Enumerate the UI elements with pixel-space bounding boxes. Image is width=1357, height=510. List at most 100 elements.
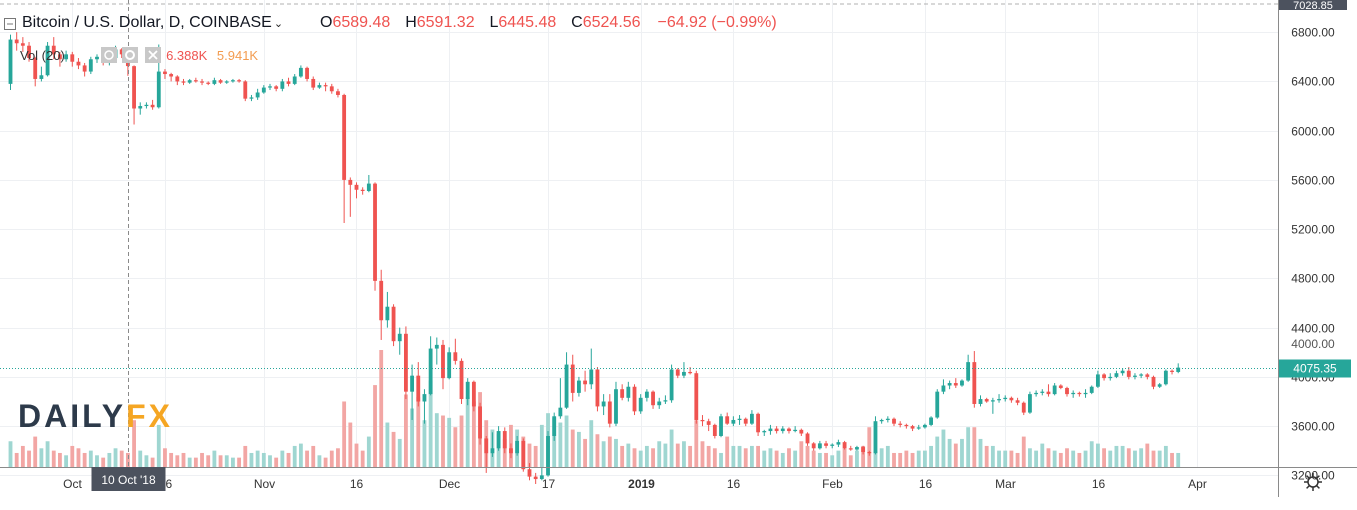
price-tick-label: 6000.00	[1291, 125, 1335, 139]
volume-bar	[82, 452, 87, 467]
volume-bar	[861, 445, 866, 467]
eye-icon[interactable]	[101, 47, 117, 63]
volume-bar	[274, 457, 279, 467]
candle	[82, 62, 87, 77]
volume-bar	[305, 450, 309, 467]
candle	[762, 429, 767, 436]
candle	[1145, 373, 1150, 380]
candle	[379, 269, 384, 340]
candle	[564, 352, 569, 409]
volume-bar	[867, 427, 872, 467]
collapse-icon[interactable]	[4, 18, 16, 30]
volume-bar	[787, 448, 791, 467]
volume-bar	[20, 445, 25, 467]
volume-bar	[910, 452, 915, 467]
candle	[14, 32, 19, 51]
volume-bar	[138, 450, 143, 467]
volume-bar	[972, 427, 977, 467]
symbol-title[interactable]: Bitcoin / U.S. Dollar, D, COINBASE	[22, 14, 272, 31]
volume-bar	[224, 455, 229, 467]
settings-icon[interactable]	[1304, 473, 1322, 491]
price-axis-bg	[1278, 0, 1357, 467]
volume-bar	[614, 438, 618, 467]
volume-bar	[756, 445, 761, 467]
time-tick-label: 16	[350, 477, 364, 491]
candle	[978, 395, 983, 407]
volume-bar	[737, 445, 742, 467]
volume-bar	[317, 455, 322, 467]
candle	[1083, 389, 1088, 398]
candle	[27, 42, 31, 62]
volume-bar	[88, 450, 93, 467]
time-tick-label: Feb	[822, 477, 843, 491]
candle	[558, 378, 563, 419]
volume-bar	[323, 457, 328, 467]
candle	[725, 412, 730, 425]
candle	[984, 397, 989, 403]
volume-legend: Vol (20) 6.388K 5.941K	[20, 48, 258, 63]
candle	[416, 362, 421, 407]
candle	[144, 102, 149, 109]
candle	[756, 412, 761, 436]
volume-bar	[280, 450, 285, 467]
candle	[88, 56, 93, 75]
candle	[1052, 383, 1057, 396]
change-value: −64.92 (−0.99%)	[657, 14, 777, 31]
volume-bar	[1003, 450, 1008, 467]
volume-bar	[527, 443, 532, 467]
volume-bar	[1133, 450, 1137, 467]
volume-bar	[385, 422, 390, 467]
volume-bar	[51, 450, 56, 467]
volume-bar	[725, 436, 730, 467]
volume-bar	[842, 448, 847, 467]
candle	[434, 337, 439, 365]
volume-bar	[95, 455, 99, 467]
volume-bar	[45, 441, 50, 467]
close-icon[interactable]	[145, 47, 161, 63]
chevron-down-icon[interactable]: ⌄	[273, 18, 284, 30]
volume-bar	[1021, 436, 1026, 467]
volume-label[interactable]: Vol (20)	[20, 48, 65, 63]
price-tick-label: 6400.00	[1291, 75, 1335, 89]
candle	[780, 426, 785, 434]
volume-bar	[1126, 448, 1131, 467]
time-axis[interactable]: Oct16Nov16Dec17201916Feb16Mar16Apr	[63, 477, 1207, 491]
volume-bar	[576, 431, 581, 467]
volume-bar	[1114, 445, 1119, 467]
close-label: C	[571, 14, 583, 31]
candle	[638, 394, 643, 414]
candle	[879, 418, 884, 424]
candle	[1126, 367, 1131, 380]
candle	[552, 412, 557, 441]
volume-bar	[447, 417, 452, 467]
volume-bar	[113, 448, 118, 467]
volume-bar	[583, 438, 588, 467]
volume-bar	[336, 448, 340, 467]
volume-bar	[873, 450, 878, 467]
volume-bar	[984, 445, 989, 467]
candle	[261, 85, 266, 94]
candle	[595, 367, 600, 412]
candle	[342, 93, 347, 223]
candle	[410, 364, 415, 420]
candle	[150, 99, 155, 110]
candle	[193, 77, 198, 83]
volume-bar	[552, 417, 557, 467]
candle	[58, 51, 62, 67]
candle	[373, 182, 377, 291]
volume-bar	[953, 443, 958, 467]
candle	[218, 78, 223, 84]
volume-bar	[978, 438, 983, 467]
candle	[465, 378, 470, 406]
candle	[33, 56, 38, 87]
candle	[651, 390, 655, 409]
volume-bar	[206, 455, 211, 467]
high-label: H	[405, 14, 417, 31]
candle	[1176, 363, 1181, 374]
candle	[1040, 389, 1045, 396]
volume-bar	[187, 457, 192, 467]
volume-bar	[743, 448, 748, 467]
gear-icon[interactable]	[122, 47, 138, 63]
